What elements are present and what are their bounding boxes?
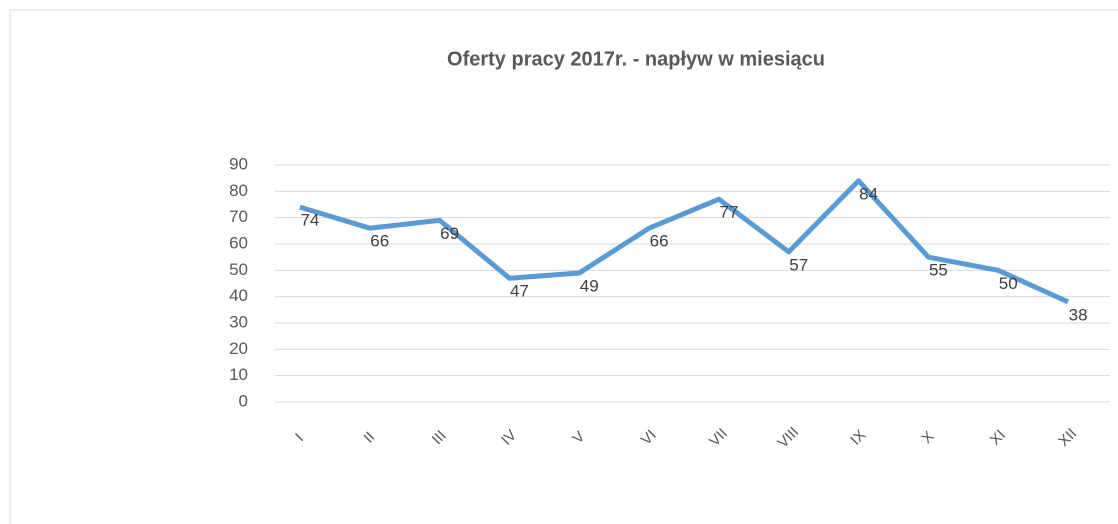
data-label: 50 bbox=[999, 274, 1018, 293]
data-line bbox=[299, 178, 1070, 305]
y-tick-label: 60 bbox=[229, 233, 248, 252]
data-label: 84 bbox=[859, 184, 878, 203]
y-tick-label: 10 bbox=[229, 365, 248, 384]
data-label: 66 bbox=[370, 232, 389, 251]
data-label: 74 bbox=[300, 211, 319, 230]
data-label: 57 bbox=[789, 255, 808, 274]
y-tick-label: 50 bbox=[229, 260, 248, 279]
y-tick-label: 90 bbox=[229, 154, 248, 173]
chart-frame bbox=[9, 9, 1118, 524]
y-tick-label: 30 bbox=[229, 312, 248, 331]
y-tick-label: 40 bbox=[229, 286, 248, 305]
data-label: 38 bbox=[1069, 305, 1088, 324]
y-tick-label: 70 bbox=[229, 207, 248, 226]
data-label: 49 bbox=[580, 276, 599, 295]
data-label: 69 bbox=[440, 224, 459, 243]
data-label: 55 bbox=[929, 261, 948, 280]
data-label: 77 bbox=[719, 203, 738, 222]
y-tick-label: 80 bbox=[229, 181, 248, 200]
data-label: 47 bbox=[510, 282, 529, 301]
y-tick-label: 0 bbox=[239, 391, 248, 410]
chart-title: Oferty pracy 2017r. - napływ w miesiącu bbox=[447, 48, 825, 70]
data-label: 66 bbox=[650, 232, 669, 251]
y-tick-label: 20 bbox=[229, 339, 248, 358]
